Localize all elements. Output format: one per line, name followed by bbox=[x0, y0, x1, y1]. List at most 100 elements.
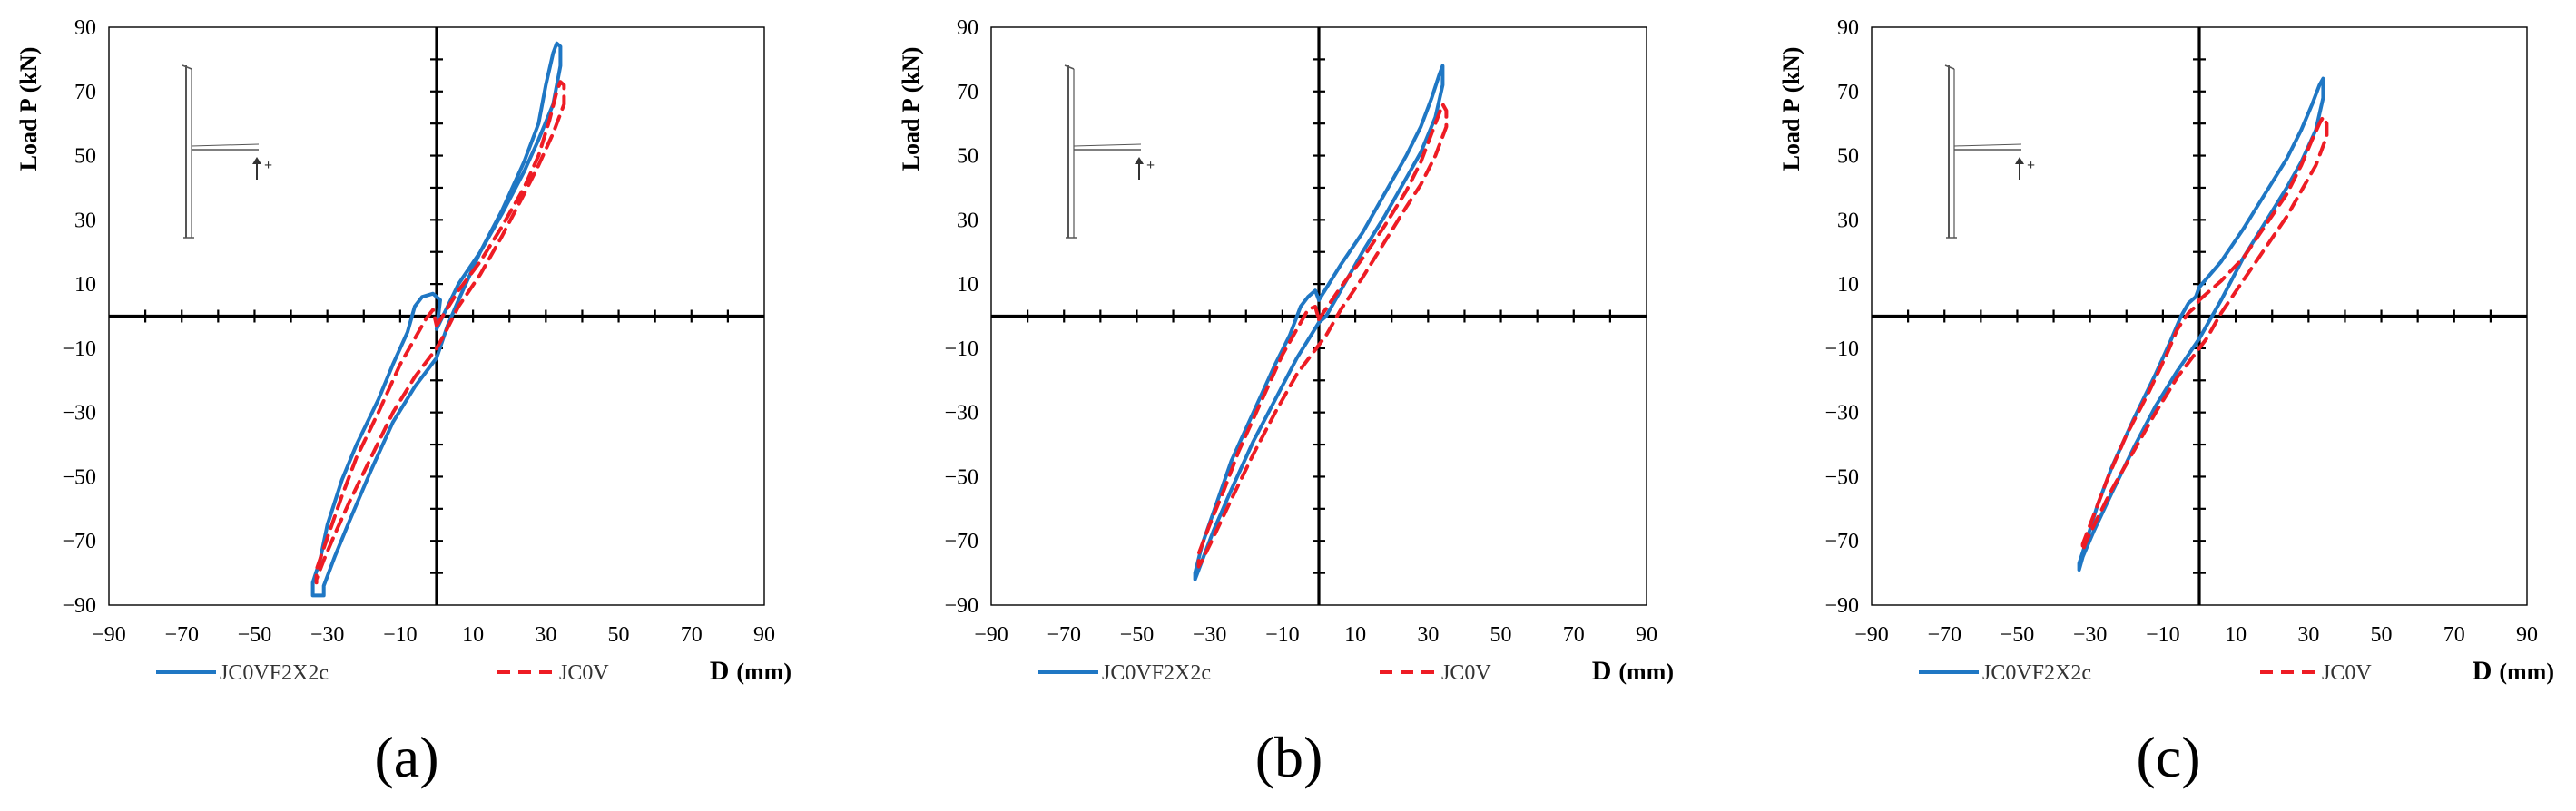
y-tick-label: 30 bbox=[957, 209, 978, 232]
x-tick-label: 90 bbox=[2516, 623, 2538, 647]
y-tick-label: 50 bbox=[957, 145, 978, 169]
x-tick-label: −30 bbox=[1193, 623, 1227, 647]
y-tick-label: −50 bbox=[62, 465, 96, 489]
inset-arrow-label: + bbox=[2027, 158, 2035, 173]
y-axis-label-unit: (kN) bbox=[15, 47, 42, 93]
x-tick-label: 70 bbox=[681, 623, 703, 647]
x-tick-label: −30 bbox=[310, 623, 345, 647]
inset-joint-diagram: + bbox=[1944, 64, 2035, 239]
series-line-jc0vf2x2c bbox=[1193, 64, 1445, 581]
legend-label-jc0v: JC0V bbox=[2322, 661, 2372, 685]
legend-label-jc0v: JC0V bbox=[1441, 661, 1491, 685]
y-axis-label-text: Load P bbox=[15, 98, 42, 171]
inset-load-arrow-head bbox=[252, 157, 261, 164]
y-tick-label: −50 bbox=[944, 465, 978, 489]
legend: JC0VF2X2c JC0V bbox=[1919, 661, 2372, 685]
series-line-jc0v bbox=[314, 80, 566, 585]
x-tick-label: 90 bbox=[1636, 623, 1657, 647]
y-axis-label-unit: (kN) bbox=[1778, 47, 1804, 93]
y-axis-label: Load P (kN) bbox=[898, 47, 924, 171]
x-tick-label: −90 bbox=[1854, 623, 1889, 647]
y-tick-label: −30 bbox=[944, 402, 978, 425]
inset-beam-line bbox=[1073, 143, 1142, 147]
x-tick-label: 10 bbox=[2225, 623, 2247, 647]
inset-column-cap bbox=[182, 64, 192, 70]
y-tick-label: −50 bbox=[1824, 465, 1859, 489]
inset-joint-diagram: + bbox=[1064, 64, 1155, 239]
y-tick-label: 90 bbox=[1837, 16, 1859, 40]
x-axis-label-text: D bbox=[1592, 656, 1612, 686]
y-tick-label: 10 bbox=[1837, 273, 1859, 297]
inset-beam-line bbox=[1953, 143, 2022, 147]
y-tick-label: −90 bbox=[62, 594, 96, 618]
series-line-jc0v bbox=[2080, 115, 2329, 552]
x-axis-label: D (mm) bbox=[1592, 656, 1674, 686]
y-axis-label: Load P (kN) bbox=[1778, 47, 1804, 171]
legend: JC0VF2X2c JC0V bbox=[156, 661, 609, 685]
inset-beam-line bbox=[191, 143, 260, 147]
inset-column-cap bbox=[1944, 64, 1955, 70]
series-line-jc0vf2x2c bbox=[2077, 76, 2325, 572]
y-tick-label: 10 bbox=[74, 273, 96, 297]
panel-caption: (a) bbox=[374, 725, 438, 789]
x-tick-label: −50 bbox=[238, 623, 272, 647]
y-tick-label: −30 bbox=[62, 402, 96, 425]
x-tick-label: −70 bbox=[164, 623, 199, 647]
legend-label-jc0vf2x2c: JC0VF2X2c bbox=[1982, 661, 2091, 685]
x-tick-label: 70 bbox=[2443, 623, 2465, 647]
x-tick-label: 10 bbox=[1344, 623, 1366, 647]
x-tick-label: 50 bbox=[608, 623, 630, 647]
y-tick-label: 50 bbox=[1837, 145, 1859, 169]
panel-caption: (c) bbox=[2136, 725, 2200, 789]
inset-load-arrow-head bbox=[1135, 157, 1144, 164]
inset-joint-diagram: + bbox=[182, 64, 272, 239]
panel-b: −90 −90 −70 −70 −50 −50 −30 −30 −10 −10 10 10 30 30 50… bbox=[898, 16, 1674, 789]
legend: JC0VF2X2c JC0V bbox=[1038, 661, 1491, 685]
y-axis-label: Load P (kN) bbox=[15, 47, 42, 171]
x-tick-label: 30 bbox=[535, 623, 556, 647]
y-tick-label: −10 bbox=[1824, 337, 1859, 361]
y-tick-label: 30 bbox=[1837, 209, 1859, 232]
y-tick-label: −10 bbox=[944, 337, 978, 361]
y-tick-label: 90 bbox=[74, 16, 96, 40]
x-axis-label-text: D bbox=[2473, 656, 2492, 686]
y-tick-label: −70 bbox=[1824, 530, 1859, 553]
y-tick-label: −70 bbox=[62, 530, 96, 553]
x-tick-label: −30 bbox=[2073, 623, 2108, 647]
y-tick-label: 10 bbox=[957, 273, 978, 297]
y-tick-label: 70 bbox=[74, 81, 96, 104]
x-axis-label-unit: (mm) bbox=[1618, 659, 1674, 685]
x-tick-label: 10 bbox=[462, 623, 484, 647]
x-tick-label: 50 bbox=[1490, 623, 1512, 647]
x-tick-label: −70 bbox=[1927, 623, 1961, 647]
y-tick-label: −90 bbox=[1824, 594, 1859, 618]
x-tick-label: 90 bbox=[753, 623, 775, 647]
y-tick-label: −90 bbox=[944, 594, 978, 618]
inset-load-arrow-head bbox=[2015, 157, 2024, 164]
y-axis-label-text: Load P bbox=[1778, 98, 1804, 171]
y-tick-label: 50 bbox=[74, 145, 96, 169]
legend-label-jc0v: JC0V bbox=[559, 661, 609, 685]
x-tick-label: −90 bbox=[92, 623, 126, 647]
y-axis-label-unit: (kN) bbox=[898, 47, 924, 93]
y-tick-label: 30 bbox=[74, 209, 96, 232]
x-tick-label: 50 bbox=[2371, 623, 2393, 647]
x-axis-label-unit: (mm) bbox=[2499, 659, 2554, 685]
x-tick-label: −50 bbox=[2001, 623, 2035, 647]
y-tick-label: −10 bbox=[62, 337, 96, 361]
panel-caption: (b) bbox=[1255, 725, 1323, 789]
x-tick-label: 70 bbox=[1563, 623, 1585, 647]
panel-a: −90 −90 −70 −70 −50 −50 −30 −30 −10 −10 10 10 30 30 50… bbox=[15, 16, 791, 789]
inset-column-cap bbox=[1064, 64, 1075, 70]
x-axis-label-text: D bbox=[710, 656, 730, 686]
legend-label-jc0vf2x2c: JC0VF2X2c bbox=[1102, 661, 1211, 685]
y-tick-label: 90 bbox=[957, 16, 978, 40]
x-tick-label: −90 bbox=[974, 623, 1008, 647]
x-tick-label: 30 bbox=[2297, 623, 2319, 647]
legend-label-jc0vf2x2c: JC0VF2X2c bbox=[220, 661, 329, 685]
inset-arrow-label: + bbox=[1146, 158, 1155, 173]
series-line-jc0v bbox=[1196, 102, 1449, 569]
x-tick-label: −10 bbox=[383, 623, 418, 647]
x-axis-label: D (mm) bbox=[2473, 656, 2554, 686]
